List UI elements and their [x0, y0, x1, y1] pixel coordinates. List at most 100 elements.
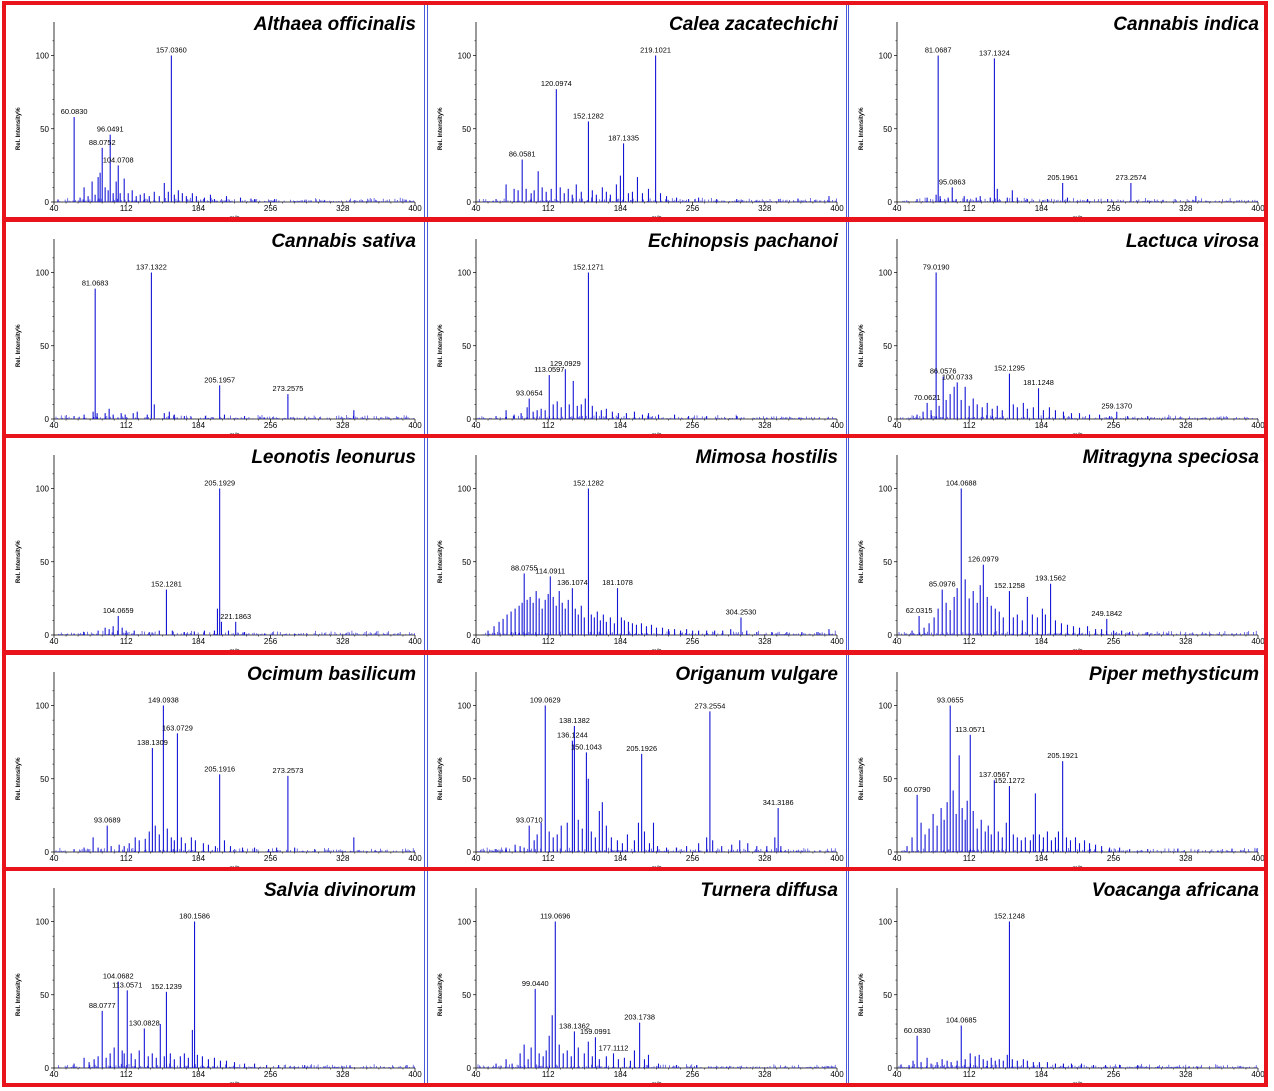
y-tick-label: 50 — [40, 125, 49, 134]
x-tick-label: 112 — [963, 421, 976, 430]
x-tick-label: 112 — [120, 1070, 133, 1079]
x-tick-label: 40 — [472, 204, 481, 213]
peak-label: 181.1078 — [602, 578, 633, 587]
panel-title: Cannabis sativa — [271, 231, 416, 252]
y-axis-label: Rel. Intensity% — [859, 324, 865, 367]
y-axis-label: Rel. Intensity% — [859, 107, 865, 150]
x-tick-label: 112 — [120, 421, 133, 430]
peak-label: 138.1362 — [559, 1021, 590, 1030]
y-tick-label: 0 — [45, 1064, 50, 1073]
peak-label: 249.1842 — [1091, 609, 1122, 618]
x-tick-label: 256 — [1107, 854, 1121, 863]
x-axis-label: m/z — [1072, 1082, 1082, 1086]
spectrum-panel: Piper methysticum 40 112 184 256 328 400 0 50 100… — [848, 654, 1268, 870]
x-tick-label: 256 — [686, 421, 700, 430]
spectrum-panel: Cannabis sativa 40 112 184 256 328 400 0 50 100 m/… — [5, 221, 425, 437]
spectrum-chart: Mitragyna speciosa 40 112 184 256 328 400 0 50 10… — [859, 447, 1265, 653]
peak-label: 86.0576 — [930, 367, 957, 376]
x-tick-label: 400 — [408, 421, 422, 430]
y-tick-label: 50 — [462, 342, 471, 351]
y-tick-label: 50 — [40, 342, 49, 351]
peak-label: 193.1562 — [1035, 574, 1066, 583]
y-tick-label: 50 — [883, 558, 892, 567]
y-tick-label: 100 — [458, 485, 472, 494]
x-tick-label: 184 — [192, 421, 206, 430]
peak-label: 136.1074 — [557, 578, 588, 587]
y-tick-label: 100 — [879, 918, 893, 927]
x-tick-label: 400 — [408, 204, 422, 213]
x-tick-label: 184 — [614, 1070, 628, 1079]
peak-label: 70.0621 — [914, 393, 941, 402]
peak-label: 93.0655 — [937, 696, 964, 705]
peak-label: 104.0688 — [946, 479, 977, 488]
peak-label: 99.0440 — [522, 979, 549, 988]
y-tick-label: 100 — [879, 485, 893, 494]
peak-label: 119.0696 — [540, 912, 570, 921]
y-tick-label: 50 — [883, 991, 892, 1000]
x-tick-label: 328 — [336, 421, 350, 430]
spectrum-chart: Piper methysticum 40 112 184 256 328 400 0 50 100… — [859, 664, 1265, 870]
peak-label: 104.0708 — [103, 155, 134, 164]
x-tick-label: 256 — [1107, 1070, 1121, 1079]
panel-title: Leonotis leonurus — [251, 447, 416, 468]
x-tick-label: 256 — [264, 854, 278, 863]
x-tick-label: 400 — [830, 1070, 844, 1079]
peak-label: 152.1295 — [994, 364, 1025, 373]
peak-label: 129.0929 — [550, 359, 581, 368]
panel-title: Piper methysticum — [1089, 664, 1259, 685]
x-tick-label: 184 — [192, 1070, 206, 1079]
y-tick-label: 50 — [883, 775, 892, 784]
y-axis-label: Rel. Intensity% — [859, 540, 865, 583]
x-axis-label: m/z — [651, 216, 661, 220]
y-tick-label: 100 — [879, 269, 893, 278]
spectrum-chart: Voacanga africana 40 112 184 256 328 400 0 50 100… — [859, 880, 1265, 1086]
x-tick-label: 40 — [50, 854, 59, 863]
spectrum-chart: Turnera diffusa 40 112 184 256 328 400 0 50 100 m/… — [438, 880, 844, 1086]
y-tick-label: 0 — [467, 631, 472, 640]
x-tick-label: 40 — [472, 637, 481, 646]
peak-label: 79.0190 — [923, 263, 950, 272]
panel-title: Ocimum basilicum — [247, 664, 416, 685]
y-tick-label: 0 — [45, 848, 50, 857]
peak-label: 93.0710 — [516, 816, 543, 825]
peak-label: 137.1324 — [979, 48, 1010, 57]
peak-label: 152.1271 — [573, 263, 604, 272]
spectrum-panel: Ocimum basilicum 40 112 184 256 328 400 0 50 100 m… — [5, 654, 425, 870]
x-tick-label: 40 — [893, 637, 902, 646]
peak-label: 205.1926 — [626, 744, 657, 753]
y-tick-label: 100 — [879, 702, 893, 711]
x-tick-label: 328 — [758, 421, 772, 430]
x-tick-label: 40 — [50, 421, 59, 430]
x-axis-label: m/z — [1072, 649, 1082, 653]
peak-label: 136.1244 — [557, 731, 588, 740]
y-tick-label: 100 — [458, 269, 472, 278]
peak-label: 152.1248 — [994, 912, 1025, 921]
peak-label: 341.3186 — [763, 798, 794, 807]
peak-label: 203.1738 — [624, 1013, 655, 1022]
x-tick-label: 256 — [1107, 421, 1121, 430]
x-tick-label: 328 — [336, 204, 350, 213]
x-tick-label: 400 — [1251, 854, 1265, 863]
x-tick-label: 112 — [963, 854, 976, 863]
peak-label: 219.1021 — [640, 46, 671, 55]
peak-label: 104.0659 — [103, 606, 134, 615]
x-axis-label: m/z — [1072, 216, 1082, 220]
x-tick-label: 256 — [264, 421, 278, 430]
y-tick-label: 100 — [36, 269, 50, 278]
y-tick-label: 0 — [45, 198, 50, 207]
y-tick-label: 50 — [40, 991, 49, 1000]
x-tick-label: 112 — [542, 854, 555, 863]
x-axis-label: m/z — [651, 1082, 661, 1086]
x-tick-label: 184 — [614, 637, 628, 646]
x-tick-label: 328 — [1179, 204, 1193, 213]
y-tick-label: 100 — [458, 52, 472, 61]
peak-label: 177.1112 — [599, 1043, 629, 1052]
y-tick-label: 0 — [888, 415, 893, 424]
x-tick-label: 40 — [50, 637, 59, 646]
peak-label: 138.1382 — [559, 716, 590, 725]
x-tick-label: 40 — [50, 1070, 59, 1079]
x-tick-label: 184 — [614, 204, 628, 213]
peak-label: 273.2554 — [694, 701, 725, 710]
